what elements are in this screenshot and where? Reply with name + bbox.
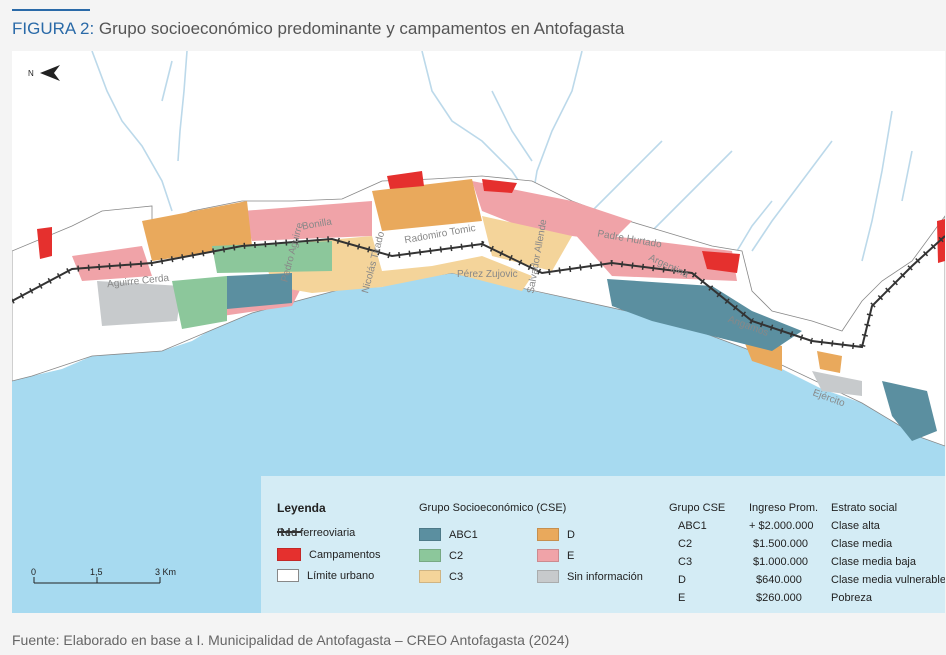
figure-title-text: Grupo socioeconómico predominante y camp… bbox=[98, 19, 625, 38]
swatch-d bbox=[537, 528, 559, 541]
swatch-e bbox=[537, 549, 559, 562]
zone-sin-info bbox=[97, 281, 182, 326]
zone-campamentos bbox=[482, 179, 517, 193]
table-cell: Clase media baja bbox=[831, 556, 916, 568]
table-cell: Clase alta bbox=[831, 520, 880, 532]
zone-d bbox=[817, 351, 842, 373]
zone-d bbox=[372, 179, 482, 231]
title-accent-line bbox=[12, 9, 90, 11]
legend-label: Campamentos bbox=[309, 548, 381, 561]
zone-abc1 bbox=[227, 273, 292, 309]
swatch-urban-limit bbox=[277, 569, 299, 582]
legend-label: E bbox=[567, 549, 575, 562]
table-cell: C2 bbox=[678, 538, 693, 550]
table-cell: Clase media vulnerable bbox=[831, 574, 945, 586]
source-note: Fuente: Elaborado en base a I. Municipal… bbox=[12, 632, 570, 648]
figure-title: FIGURA 2: Grupo socioeconómico predomina… bbox=[12, 19, 624, 39]
table-header: Grupo CSE bbox=[669, 502, 726, 514]
table-cell: ABC1 bbox=[678, 520, 707, 532]
zone-campamentos bbox=[37, 227, 52, 259]
swatch-c3 bbox=[419, 570, 441, 583]
zone-campamentos bbox=[702, 251, 740, 273]
legend-label: D bbox=[567, 528, 575, 541]
figure-label: FIGURA 2: bbox=[12, 19, 95, 38]
zone-e bbox=[242, 201, 372, 241]
zone-campamentos bbox=[937, 219, 945, 263]
table-cell: D bbox=[678, 574, 686, 586]
legend-item-campamentos: Campamentos bbox=[277, 548, 381, 561]
swatch-sin-info bbox=[537, 570, 559, 583]
table-cell: Clase media bbox=[831, 538, 893, 550]
zone-c2 bbox=[172, 276, 227, 329]
legend-label: ABC1 bbox=[449, 528, 478, 541]
scale-bar bbox=[33, 577, 161, 584]
legend-item-e: E bbox=[537, 549, 574, 562]
table-cell: E bbox=[678, 592, 686, 604]
legend-item-railway: Red ferreoviaria bbox=[277, 527, 355, 539]
table-header: Ingreso Prom. bbox=[749, 502, 819, 514]
zone-c2 bbox=[212, 241, 332, 273]
street-label: Pérez Zujovic bbox=[457, 269, 518, 280]
north-label: N bbox=[28, 69, 34, 78]
cse-title: Grupo Socioeconómico (CSE) bbox=[419, 502, 567, 514]
swatch-abc1 bbox=[419, 528, 441, 541]
legend-item-c3: C3 bbox=[419, 570, 463, 583]
zone-c3 bbox=[482, 216, 572, 271]
legend-item-c2: C2 bbox=[419, 549, 463, 562]
legend-label: Sin información bbox=[567, 570, 643, 583]
legend-panel: Leyenda Red ferreoviaria Campamentos Lím… bbox=[261, 476, 945, 613]
table-cell: + $2.000.000 bbox=[749, 520, 814, 532]
table-header: Estrato social bbox=[831, 502, 898, 514]
scale-tick-label: 3 Km bbox=[155, 567, 177, 577]
zone-abc1 bbox=[882, 381, 937, 441]
zone-abc1 bbox=[607, 279, 802, 351]
legend-label: C3 bbox=[449, 570, 464, 583]
legend-item-sin-info: Sin información bbox=[537, 570, 643, 583]
zone-e bbox=[472, 181, 632, 241]
table-cell: $640.000 bbox=[756, 574, 802, 586]
map-canvas: N bbox=[12, 51, 945, 613]
north-arrow-icon bbox=[40, 65, 60, 81]
legend-item-abc1: ABC1 bbox=[419, 528, 478, 541]
scale-tick-label: 0 bbox=[31, 567, 37, 577]
legend-item-urban-limit: Límite urbano bbox=[277, 569, 374, 582]
scale-tick-label: 1,5 bbox=[90, 567, 103, 577]
railway-icon bbox=[277, 528, 301, 536]
table-cell: C3 bbox=[678, 556, 693, 568]
swatch-campamentos bbox=[277, 548, 301, 561]
map-panel: N Aguirre Cerda Bonilla Pedro Aguirre Ni… bbox=[12, 51, 945, 613]
table-cell: $1.500.000 bbox=[753, 538, 809, 550]
railway-line bbox=[12, 233, 945, 351]
zone-sin-info bbox=[812, 371, 862, 396]
zone-e bbox=[72, 246, 152, 281]
legend-title: Leyenda bbox=[277, 501, 326, 515]
zone-e bbox=[572, 231, 737, 281]
table-cell: $1.000.000 bbox=[753, 556, 809, 568]
zone-campamentos bbox=[387, 171, 424, 189]
legend-label: Límite urbano bbox=[307, 569, 375, 582]
legend-item-d: D bbox=[537, 528, 575, 541]
table-cell: $260.000 bbox=[756, 592, 802, 604]
swatch-c2 bbox=[419, 549, 441, 562]
table-cell: Pobreza bbox=[831, 592, 872, 604]
legend-label: C2 bbox=[449, 549, 464, 562]
